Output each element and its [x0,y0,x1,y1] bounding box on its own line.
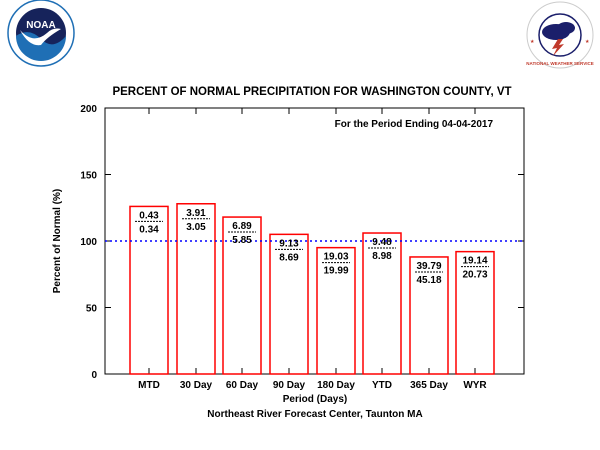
observed-label: 39.79 [416,261,441,272]
observed-label: 9.13 [279,238,299,249]
x-tick-label: 365 Day [410,380,448,391]
observed-label: 9.48 [372,237,392,248]
footer-credit: Northeast River Forecast Center, Taunton… [207,409,422,420]
observed-label: 19.14 [462,256,487,267]
normal-label: 8.98 [372,251,392,262]
observed-label: 3.91 [186,208,206,219]
normal-label: 19.99 [323,266,348,277]
svg-text:★: ★ [585,39,590,45]
chart-title: PERCENT OF NORMAL PRECIPITATION FOR WASH… [112,86,511,98]
y-tick-label: 0 [91,370,97,381]
bar [129,205,169,375]
observed-label: 19.03 [323,252,348,263]
x-tick-label: MTD [138,380,160,391]
observed-label: 6.89 [232,221,252,232]
x-tick-label: 90 Day [273,380,306,391]
bar [269,233,309,375]
normal-label: 0.34 [139,224,159,235]
y-tick-label: 100 [80,237,97,248]
observed-label: 0.43 [139,210,159,221]
x-tick-label: YTD [372,380,392,391]
bar [455,250,495,375]
x-tick-label: 60 Day [226,380,259,391]
normal-label: 20.73 [462,270,487,281]
normal-label: 3.05 [186,222,206,233]
x-tick-label: WYR [463,380,487,391]
noaa-logo: NOAA [7,0,75,67]
bar [362,232,402,375]
y-tick-label: 50 [86,304,98,315]
y-axis-label: Percent of Normal (%) [52,189,63,293]
normal-label: 5.85 [232,235,252,246]
x-axis-label: Period (Days) [283,394,347,405]
period-annotation: For the Period Ending 04-04-2017 [335,119,494,130]
y-tick-label: 150 [80,171,97,182]
nws-logo: ★ ★ NATIONAL WEATHER SERVICE [526,1,594,69]
normal-label: 45.18 [416,275,441,286]
bar [409,256,449,375]
x-tick-label: 180 Day [317,380,355,391]
svg-text:★: ★ [530,39,535,45]
noaa-logo-text: NOAA [26,20,55,31]
nws-logo-text: NATIONAL WEATHER SERVICE [526,61,593,66]
x-tick-label: 30 Day [180,380,213,391]
y-tick-label: 200 [80,104,97,115]
bar [222,216,262,375]
bar [176,203,216,375]
normal-label: 8.69 [279,252,299,263]
bar [316,246,356,375]
